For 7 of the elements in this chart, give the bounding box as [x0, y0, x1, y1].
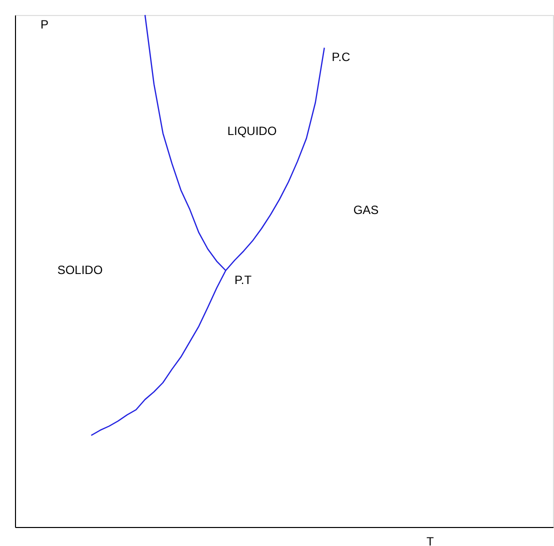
annotation: P.C [332, 50, 351, 64]
annotation: LIQUIDO [227, 124, 277, 138]
annotation: SOLIDO [57, 263, 103, 277]
x-axis-title: T [426, 534, 434, 546]
y-axis-title: P [40, 18, 49, 32]
annotation: P.T [234, 273, 252, 287]
annotation: GAS [353, 203, 379, 217]
